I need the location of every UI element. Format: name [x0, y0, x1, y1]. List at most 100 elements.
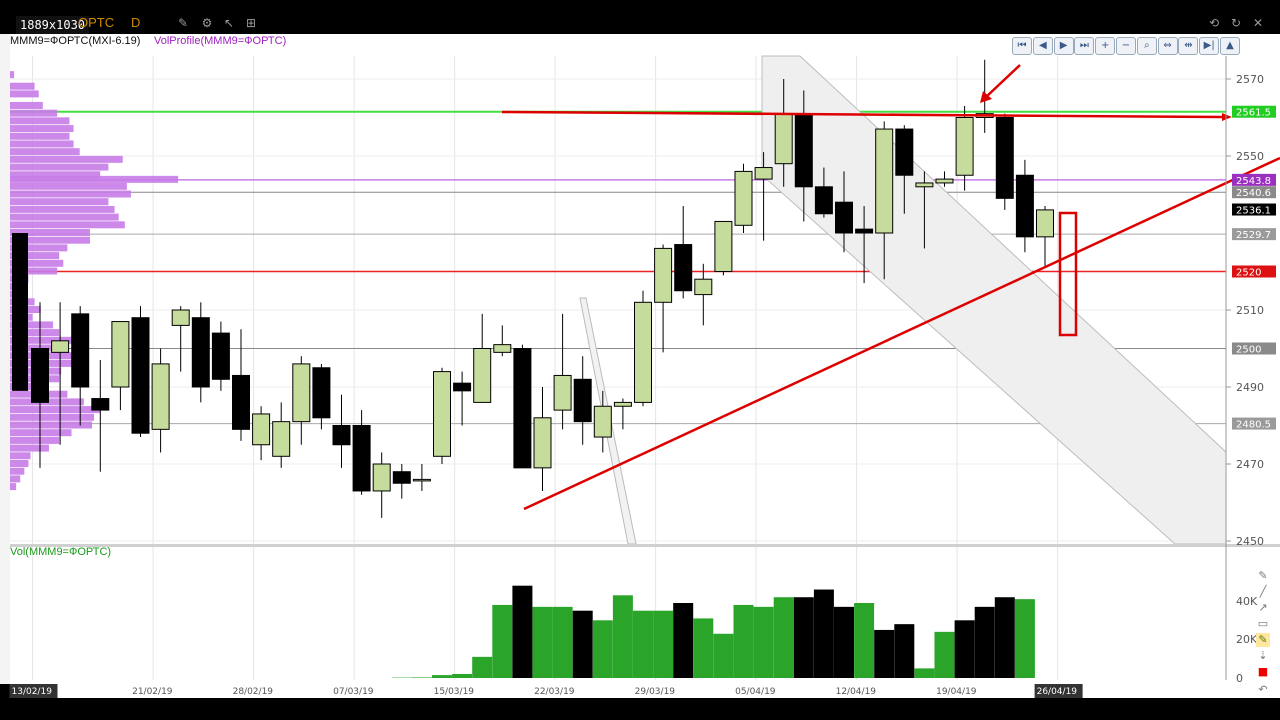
prev-icon[interactable]: ◀: [1032, 37, 1053, 55]
volume-bar: [914, 668, 935, 678]
date-tick-label: 28/02/19: [233, 687, 274, 697]
price-tick-label: 2550: [1236, 150, 1264, 163]
volume-profile-bar: [10, 101, 43, 109]
volume-profile-bar: [10, 429, 72, 437]
date-tick-label: 07/03/19: [333, 687, 374, 697]
candle-body: [915, 182, 934, 188]
volume-bar: [1014, 599, 1035, 678]
level-tag-label: 2561.5: [1236, 108, 1271, 119]
window-size-badge: 1889x1030: [16, 16, 90, 34]
candle-body: [31, 348, 49, 403]
level-tag-label: 2520: [1236, 268, 1261, 279]
arrow-tool-icon[interactable]: ↗: [1258, 601, 1268, 614]
bottom-border: [0, 698, 1280, 720]
volume-bar: [994, 597, 1015, 678]
volume-profile-bar: [10, 71, 15, 79]
volume-profile-bar: [10, 475, 21, 483]
volume-bar: [693, 618, 714, 678]
candle-body: [12, 233, 28, 391]
level-tag-bg: [1232, 105, 1276, 118]
candle-body: [533, 417, 552, 469]
volume-profile-bar: [10, 140, 74, 148]
play-icon[interactable]: ▶: [1053, 37, 1074, 55]
end-icon[interactable]: ▶|: [1199, 37, 1220, 55]
zoom-fit-icon[interactable]: ⌕: [1136, 37, 1157, 55]
volume-profile-bar: [10, 383, 49, 390]
last-icon[interactable]: ⏭: [1074, 37, 1095, 55]
volume-profile-bar: [10, 452, 31, 460]
candle-body: [51, 340, 70, 353]
crosshair-icon[interactable]: ⊞: [245, 16, 257, 30]
left-margin: [0, 34, 10, 684]
rectangle-tool-icon[interactable]: ▭: [1257, 617, 1269, 630]
level-tag-label: 2536.1: [1236, 206, 1271, 217]
volume-profile-bar: [10, 82, 35, 90]
first-icon[interactable]: ⏮: [1012, 37, 1032, 55]
volume-profile-bar: [10, 329, 60, 337]
refresh-icon[interactable]: ↻: [1230, 16, 1242, 30]
volume-profile-bar: [10, 444, 49, 452]
period-tab[interactable]: D: [131, 15, 141, 30]
volume-profile-bar: [10, 182, 127, 190]
volume-profile-bar: [10, 198, 109, 206]
settings-icon[interactable]: ⚙: [201, 16, 213, 30]
close-icon[interactable]: ✕: [1252, 16, 1264, 30]
volume-tick-label: 0: [1236, 672, 1243, 685]
undo-icon[interactable]: ↶: [1258, 683, 1268, 696]
level-tag-label: 2529.7: [1236, 230, 1271, 241]
candle-body: [473, 348, 492, 403]
candle-body: [553, 374, 572, 411]
volume-profile-bar: [10, 436, 60, 444]
pen-tool-icon[interactable]: ✎: [1258, 569, 1268, 582]
cursor-icon[interactable]: ↖: [223, 16, 235, 30]
candle-body: [955, 117, 974, 176]
volume-bar: [612, 595, 633, 678]
sync-icon[interactable]: ⟲: [1208, 16, 1220, 30]
candle-body: [1015, 174, 1034, 238]
candle-body: [513, 348, 532, 469]
candle-body: [111, 321, 130, 388]
volume-bar: [552, 606, 573, 678]
volume-bar: [633, 610, 653, 678]
level-tag-label: 2540.6: [1236, 188, 1271, 199]
volume-bar: [753, 606, 774, 678]
level-tag-label: 2543.8: [1236, 176, 1271, 187]
level-tag-bg: [1232, 186, 1276, 199]
zoom-in-icon[interactable]: +: [1095, 37, 1116, 55]
pencil-icon[interactable]: ✎: [177, 16, 189, 30]
volume-profile-bar: [10, 460, 29, 467]
volume-profile-bar: [10, 236, 90, 244]
highlighter-tool-icon[interactable]: ✎: [1256, 633, 1270, 647]
volume-profile-bar: [10, 163, 109, 171]
vertical-line-tool-icon[interactable]: ⇣: [1258, 649, 1268, 662]
candle-body: [453, 382, 472, 392]
scroll-top-icon[interactable]: ▲: [1220, 37, 1240, 55]
symbol-tab[interactable]: OPTC: [78, 15, 115, 30]
color-swatch-icon[interactable]: ■: [1257, 665, 1269, 678]
volume-profile-bar: [10, 109, 58, 117]
candle-body: [332, 425, 351, 446]
date-tick-label: 13/02/19: [12, 687, 53, 697]
expand-icon[interactable]: ⇔: [1157, 37, 1178, 55]
volume-bar: [532, 606, 553, 678]
level-tag-label: 2500: [1236, 345, 1261, 356]
candle-body: [694, 278, 713, 296]
trendline: [523, 156, 1280, 511]
date-tick-label: 26/04/19: [1037, 687, 1078, 697]
candle-body: [151, 363, 170, 430]
candle-body: [895, 128, 914, 176]
zoom-out-icon[interactable]: −: [1116, 37, 1136, 55]
date-tick-label: 12/04/19: [836, 687, 877, 697]
volume-profile-bar: [10, 336, 72, 344]
candle-body: [232, 374, 250, 430]
volume-bar: [411, 677, 432, 678]
volume-profile-bar: [10, 125, 74, 133]
line-tool-icon[interactable]: ╱: [1259, 585, 1267, 598]
date-tick-label: 22/03/19: [534, 687, 575, 697]
volume-profile-bar: [10, 132, 70, 140]
volume-profile-bar: [10, 229, 90, 236]
volume-bar: [653, 610, 674, 678]
collapse-icon[interactable]: ⇹: [1178, 37, 1199, 55]
